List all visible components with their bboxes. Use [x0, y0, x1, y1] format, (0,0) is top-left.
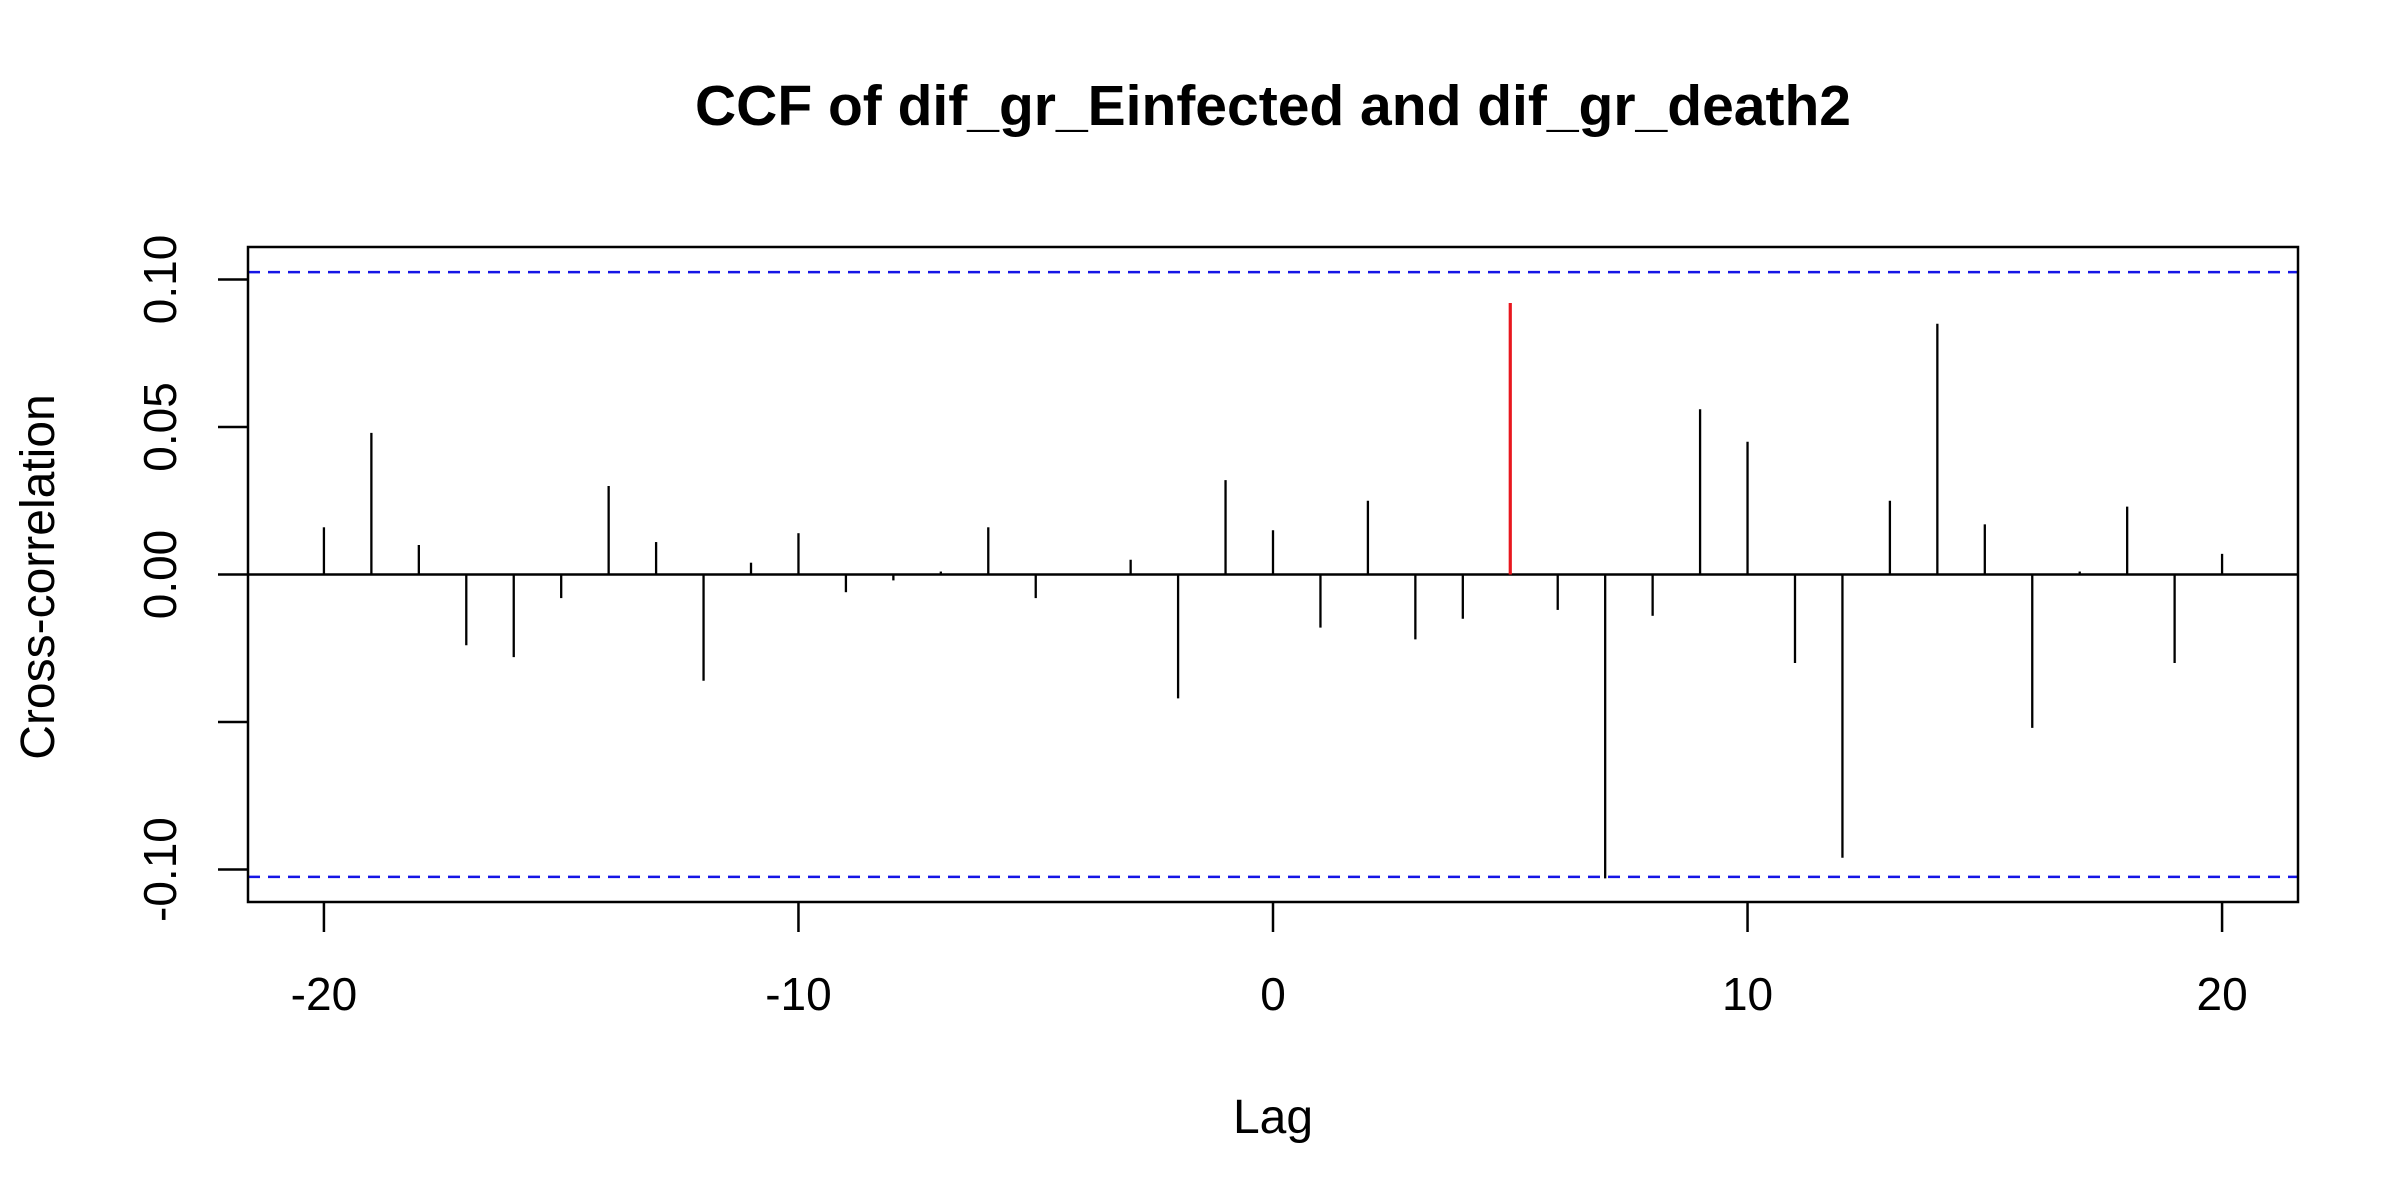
plot-area: -20 -10 0 10 20 -0.10 0.00 0.05 0.10: [134, 235, 2300, 1020]
y-tick-label: 0.00: [134, 530, 186, 620]
y-tick-label: 0.10: [134, 235, 186, 325]
x-tick-label: 10: [1722, 968, 1773, 1020]
x-tick-label: 20: [2196, 968, 2247, 1020]
y-axis-label: Cross-correlation: [12, 394, 65, 759]
x-axis-label: Lag: [1233, 1091, 1313, 1144]
chart-title: CCF of dif_gr_Einfected and dif_gr_death…: [695, 74, 1851, 138]
y-tick-label: -0.10: [134, 817, 186, 922]
x-tick-label: -20: [291, 968, 357, 1020]
x-tick-label: -10: [765, 968, 831, 1020]
x-tick-label: 0: [1260, 968, 1286, 1020]
y-tick-label: 0.05: [134, 382, 186, 472]
